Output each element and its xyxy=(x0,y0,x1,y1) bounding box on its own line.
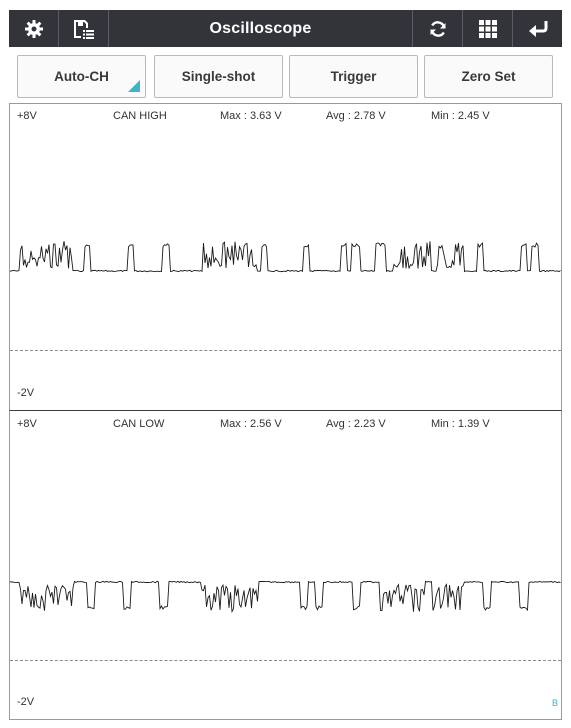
action-bar: Auto-CH Single-shot Trigger Zero Set xyxy=(17,55,554,98)
grid-button[interactable] xyxy=(462,10,512,47)
channel-name: CAN HIGH xyxy=(113,110,167,122)
channel-panel-can-low[interactable]: +8V CAN LOW Max : 2.56 V Avg : 2.23 V Mi… xyxy=(9,410,562,720)
save-list-icon xyxy=(72,18,96,40)
single-shot-label: Single-shot xyxy=(181,69,256,84)
zero-set-label: Zero Set xyxy=(461,69,516,84)
waveform-trace xyxy=(10,580,561,614)
page-title: Oscilloscope xyxy=(209,19,312,37)
settings-button[interactable] xyxy=(9,10,59,47)
gear-icon xyxy=(24,19,44,39)
channel-marker: B xyxy=(552,698,559,708)
top-range-label: +8V xyxy=(17,418,37,430)
grid-icon xyxy=(478,19,497,38)
max-readout: Max : 3.63 V xyxy=(220,110,282,122)
waveform-trace xyxy=(10,241,561,273)
bottom-range-label: -2V xyxy=(17,387,35,399)
auto-ch-label: Auto-CH xyxy=(54,69,109,84)
top-range-label: +8V xyxy=(17,110,37,122)
refresh-button[interactable] xyxy=(412,10,462,47)
dropdown-corner-icon xyxy=(128,80,140,92)
trigger-label: Trigger xyxy=(330,69,377,84)
min-readout: Min : 2.45 V xyxy=(431,110,490,122)
back-icon xyxy=(527,19,549,39)
zero-set-button[interactable]: Zero Set xyxy=(424,55,553,98)
save-button[interactable] xyxy=(59,10,109,47)
back-button[interactable] xyxy=(512,10,562,47)
channel-panel-can-high[interactable]: +8V CAN HIGH Max : 3.63 V Avg : 2.78 V M… xyxy=(9,103,562,410)
title-bar: Oscilloscope xyxy=(9,10,562,47)
avg-readout: Avg : 2.23 V xyxy=(326,418,386,430)
avg-readout: Avg : 2.78 V xyxy=(326,110,386,122)
bottom-range-label: -2V xyxy=(17,696,35,708)
min-readout: Min : 1.39 V xyxy=(431,418,490,430)
zero-reference-line xyxy=(10,660,561,661)
trigger-button[interactable]: Trigger xyxy=(289,55,418,98)
refresh-icon xyxy=(428,19,448,39)
auto-ch-button[interactable]: Auto-CH xyxy=(17,55,146,98)
max-readout: Max : 2.56 V xyxy=(220,418,282,430)
zero-reference-line xyxy=(10,350,561,351)
single-shot-button[interactable]: Single-shot xyxy=(154,55,283,98)
channel-name: CAN LOW xyxy=(113,418,165,430)
